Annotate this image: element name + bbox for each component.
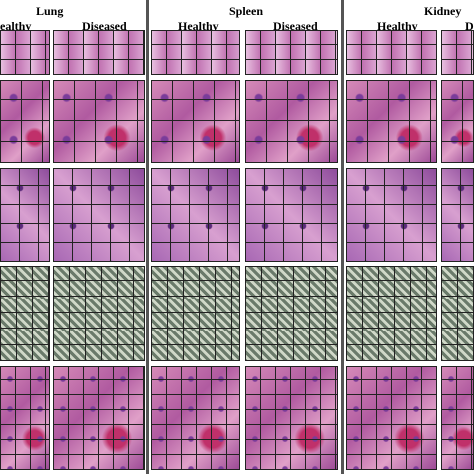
patch-grid [346,366,437,470]
patch-grid [0,366,50,470]
group-label: D [465,19,474,33]
patch-grid [53,168,145,262]
panel-title: Kidney [424,4,462,18]
patch-grid [441,80,474,163]
patch-grid [441,266,474,361]
patch-grid [245,168,338,262]
patch-grid [245,266,338,361]
panel-separator [146,0,149,474]
patch-grid [0,80,50,163]
patch-grid [0,30,50,75]
patch-grid [0,168,50,262]
patch-grid [245,30,338,75]
patch-grid [151,168,240,262]
patch-grid [245,366,338,470]
patch-grid [346,266,437,361]
patch-grid [53,266,145,361]
panel-title: Lung [36,4,64,18]
patch-grid [53,366,145,470]
patch-grid [441,366,474,470]
patch-grid [151,80,240,163]
patch-grid [151,366,240,470]
patch-grid [53,30,145,75]
panel-title: Spleen [229,4,264,18]
patch-grid [53,80,145,163]
patch-grid [441,30,474,75]
patch-grid [346,30,437,75]
patch-grid [245,80,338,163]
patch-grid [441,168,474,262]
group-label: Diseased [273,19,318,33]
group-label: Healthy [178,19,219,33]
patch-grid [346,168,437,262]
group-label: ealthy [0,19,32,33]
patch-grid [346,80,437,163]
panel-separator [341,0,344,474]
group-label: Diseased [82,19,127,33]
patch-grid [151,266,240,361]
patch-grid [0,266,50,361]
patch-grid [151,30,240,75]
group-label: Healthy [377,19,418,33]
